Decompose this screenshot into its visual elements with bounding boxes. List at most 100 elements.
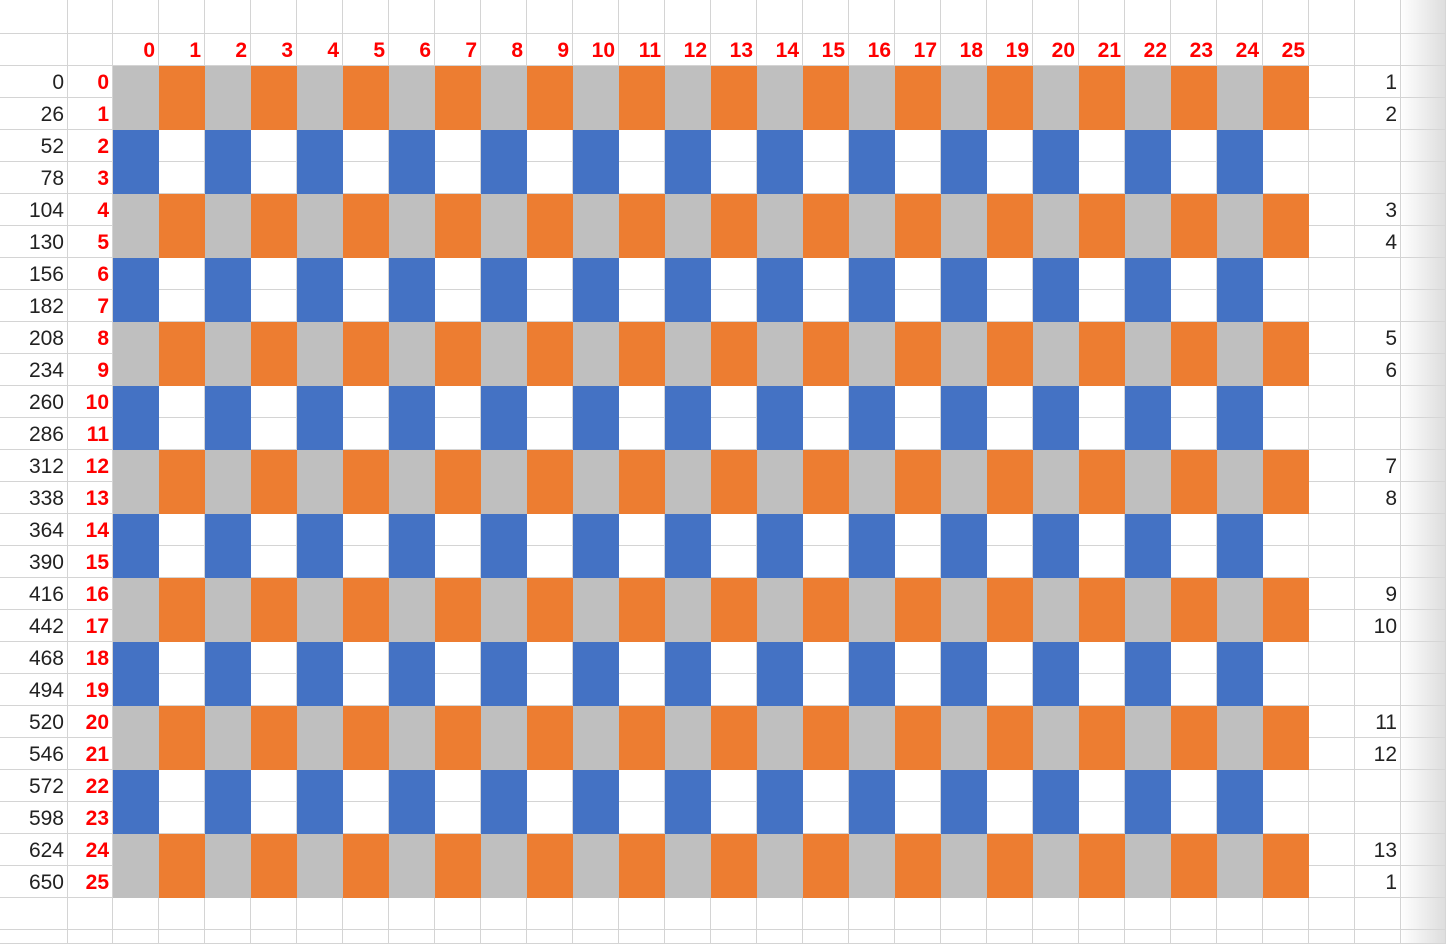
grid-cell[interactable]	[251, 674, 297, 706]
pattern-cell[interactable]	[343, 98, 389, 130]
pattern-cell[interactable]	[711, 482, 757, 514]
grid-cell[interactable]	[1355, 130, 1401, 162]
grid-cell[interactable]	[987, 386, 1033, 418]
grid-cell[interactable]	[159, 258, 205, 290]
grid-cell[interactable]	[343, 642, 389, 674]
grid-cell[interactable]	[803, 770, 849, 802]
pattern-cell[interactable]	[527, 66, 573, 98]
grid-cell[interactable]	[711, 290, 757, 322]
grid-cell[interactable]	[895, 642, 941, 674]
grid-cell[interactable]	[1033, 930, 1079, 944]
pattern-cell[interactable]	[1033, 706, 1079, 738]
grid-cell[interactable]	[757, 34, 803, 66]
grid-cell[interactable]	[1263, 258, 1309, 290]
pattern-cell[interactable]	[573, 258, 619, 290]
pattern-cell[interactable]	[389, 226, 435, 258]
pattern-cell[interactable]	[711, 450, 757, 482]
pattern-cell[interactable]	[527, 866, 573, 898]
pattern-cell[interactable]	[251, 66, 297, 98]
pattern-cell[interactable]	[113, 514, 159, 546]
grid-cell[interactable]	[1401, 674, 1446, 706]
grid-cell[interactable]	[1309, 610, 1355, 642]
pattern-cell[interactable]	[1263, 194, 1309, 226]
grid-cell[interactable]	[1355, 898, 1401, 930]
grid-cell[interactable]	[68, 898, 113, 930]
grid-cell[interactable]	[1309, 34, 1355, 66]
pattern-cell[interactable]	[987, 834, 1033, 866]
grid-cell[interactable]	[1079, 0, 1125, 34]
pattern-cell[interactable]	[573, 546, 619, 578]
grid-cell[interactable]	[711, 258, 757, 290]
pattern-cell[interactable]	[113, 450, 159, 482]
pattern-cell[interactable]	[1263, 98, 1309, 130]
grid-cell[interactable]	[1217, 0, 1263, 34]
grid-cell[interactable]	[435, 674, 481, 706]
grid-cell[interactable]	[0, 194, 68, 226]
pattern-cell[interactable]	[757, 290, 803, 322]
pattern-cell[interactable]	[297, 738, 343, 770]
pattern-cell[interactable]	[389, 866, 435, 898]
grid-cell[interactable]	[0, 290, 68, 322]
grid-cell[interactable]	[711, 162, 757, 194]
grid-cell[interactable]	[1217, 930, 1263, 944]
grid-cell[interactable]	[527, 514, 573, 546]
grid-cell[interactable]	[435, 418, 481, 450]
pattern-cell[interactable]	[1171, 194, 1217, 226]
grid-cell[interactable]	[1401, 386, 1446, 418]
pattern-cell[interactable]	[389, 418, 435, 450]
grid-cell[interactable]	[711, 642, 757, 674]
grid-cell[interactable]	[1355, 546, 1401, 578]
grid-cell[interactable]	[1309, 802, 1355, 834]
pattern-cell[interactable]	[573, 226, 619, 258]
pattern-cell[interactable]	[941, 546, 987, 578]
grid-cell[interactable]	[1401, 322, 1446, 354]
grid-cell[interactable]	[1309, 450, 1355, 482]
pattern-cell[interactable]	[849, 642, 895, 674]
grid-cell[interactable]	[987, 898, 1033, 930]
grid-cell[interactable]	[1171, 514, 1217, 546]
grid-cell[interactable]	[1401, 898, 1446, 930]
pattern-cell[interactable]	[711, 578, 757, 610]
grid-cell[interactable]	[1309, 546, 1355, 578]
pattern-cell[interactable]	[481, 482, 527, 514]
pattern-cell[interactable]	[619, 66, 665, 98]
pattern-cell[interactable]	[1263, 482, 1309, 514]
pattern-cell[interactable]	[113, 386, 159, 418]
pattern-cell[interactable]	[711, 610, 757, 642]
pattern-cell[interactable]	[573, 802, 619, 834]
pattern-cell[interactable]	[849, 418, 895, 450]
pattern-cell[interactable]	[573, 866, 619, 898]
grid-cell[interactable]	[941, 898, 987, 930]
pattern-cell[interactable]	[343, 450, 389, 482]
pattern-cell[interactable]	[1125, 674, 1171, 706]
pattern-cell[interactable]	[1217, 130, 1263, 162]
pattern-cell[interactable]	[619, 738, 665, 770]
pattern-cell[interactable]	[941, 98, 987, 130]
grid-cell[interactable]	[987, 770, 1033, 802]
grid-cell[interactable]	[389, 930, 435, 944]
pattern-cell[interactable]	[941, 418, 987, 450]
pattern-cell[interactable]	[527, 482, 573, 514]
pattern-cell[interactable]	[527, 322, 573, 354]
grid-cell[interactable]	[1079, 34, 1125, 66]
grid-cell[interactable]	[435, 930, 481, 944]
grid-cell[interactable]	[0, 514, 68, 546]
pattern-cell[interactable]	[343, 834, 389, 866]
pattern-cell[interactable]	[757, 834, 803, 866]
pattern-cell[interactable]	[1217, 354, 1263, 386]
grid-cell[interactable]	[0, 34, 68, 66]
grid-cell[interactable]	[0, 130, 68, 162]
grid-cell[interactable]	[159, 770, 205, 802]
pattern-cell[interactable]	[987, 226, 1033, 258]
grid-cell[interactable]	[619, 770, 665, 802]
pattern-cell[interactable]	[941, 66, 987, 98]
pattern-cell[interactable]	[895, 322, 941, 354]
pattern-cell[interactable]	[895, 738, 941, 770]
grid-cell[interactable]	[0, 450, 68, 482]
grid-cell[interactable]	[1309, 866, 1355, 898]
pattern-cell[interactable]	[205, 610, 251, 642]
pattern-cell[interactable]	[205, 546, 251, 578]
grid-cell[interactable]	[0, 738, 68, 770]
grid-cell[interactable]	[527, 162, 573, 194]
grid-cell[interactable]	[1309, 898, 1355, 930]
